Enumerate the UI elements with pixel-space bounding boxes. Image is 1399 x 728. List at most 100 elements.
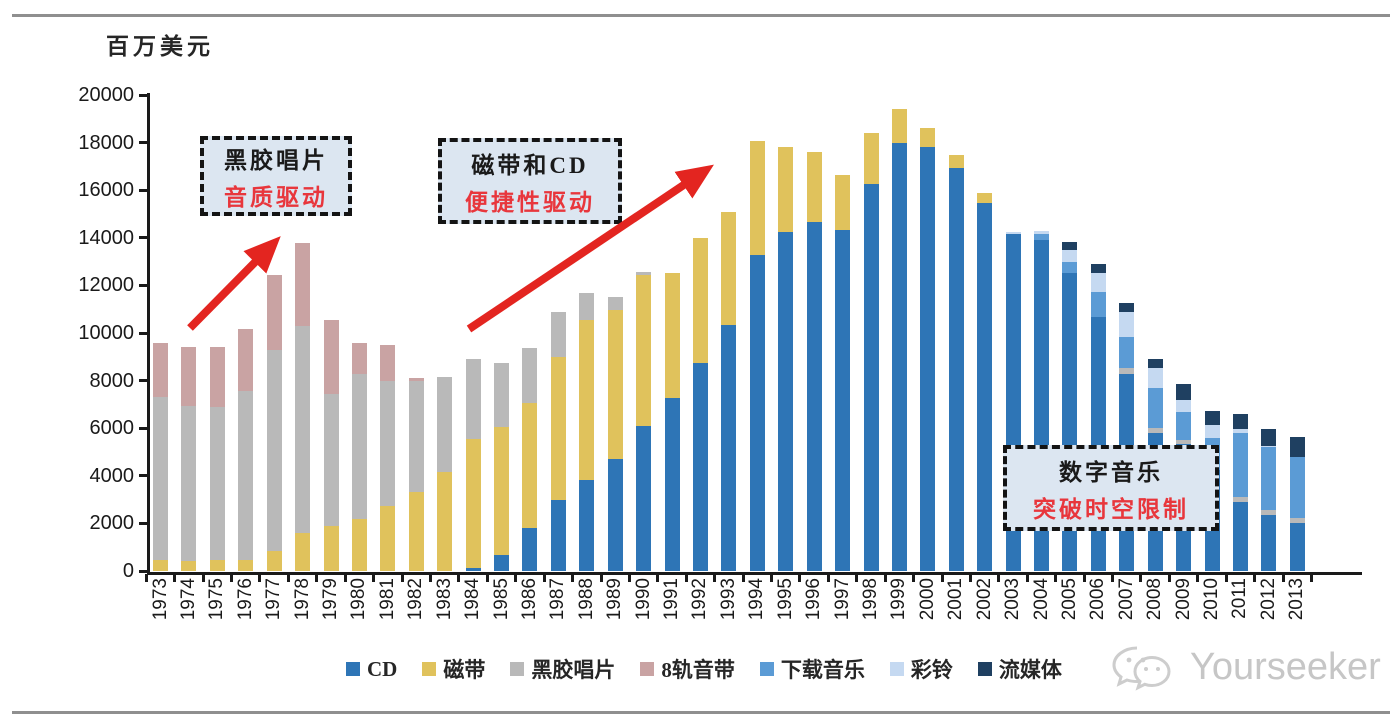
bar-segment-2012 (1261, 510, 1277, 516)
x-axis-tick (713, 574, 717, 582)
x-axis-year-label: 2010 (1201, 578, 1223, 621)
bar-segment-1991 (664, 272, 680, 398)
legend-label: 彩铃 (910, 658, 953, 682)
arrow-vinyl-growth (187, 236, 281, 331)
bar-segment-1997 (835, 230, 851, 571)
x-axis-year-label: 1979 (320, 578, 342, 621)
y-axis-tick (139, 426, 148, 430)
x-axis-tick (1310, 574, 1313, 582)
wechat-icon (1112, 646, 1171, 691)
bar-segment-2013 (1289, 437, 1305, 457)
bar-segment-2007 (1119, 367, 1135, 374)
bar-segment-1994 (749, 255, 765, 571)
x-axis-tick (1082, 574, 1086, 582)
bar-segment-1982 (408, 380, 424, 493)
bar-segment-2012 (1261, 428, 1277, 446)
bar-segment-1974 (181, 405, 197, 561)
bar-segment-1979 (323, 394, 339, 526)
bar-segment-1999 (891, 109, 907, 144)
x-axis-year-label: 1973 (149, 578, 171, 621)
y-axis-tick (139, 188, 148, 192)
bar-segment-1986 (522, 528, 538, 571)
callout-cassette-cd: 磁带和CD 便捷性驱动 (438, 138, 622, 224)
bar-segment-1982 (408, 492, 424, 571)
y-axis-tick (139, 93, 148, 97)
x-axis-tick (1139, 574, 1143, 582)
bar-segment-2012 (1261, 515, 1277, 571)
x-axis-year-label: 1982 (405, 578, 427, 621)
bar-segment-1986 (522, 348, 538, 404)
bar-segment-1992 (692, 362, 708, 571)
x-axis-year-label: 1976 (234, 578, 256, 621)
x-axis-year-label: 2004 (1030, 578, 1052, 621)
bar-segment-2007 (1119, 337, 1135, 368)
x-axis-tick (315, 574, 319, 582)
legend-item: 下载音乐 (759, 654, 865, 684)
x-axis-tick (1054, 574, 1058, 582)
bar-segment-2000 (920, 147, 936, 571)
legend-item: 彩铃 (889, 654, 953, 684)
x-axis-tick (1281, 574, 1285, 582)
legend-label: 下载音乐 (780, 658, 865, 682)
bar-segment-1979 (323, 525, 339, 571)
bar-segment-2002 (977, 193, 993, 204)
legend-swatch (510, 662, 525, 676)
y-axis-tick (139, 331, 148, 335)
x-axis-tick (912, 574, 916, 582)
x-axis-tick (485, 574, 489, 582)
x-axis-year-label: 1987 (547, 578, 569, 621)
y-axis-unit-label: 百万美元 (106, 34, 214, 59)
x-axis-year-label: 2005 (1058, 578, 1080, 621)
bar-segment-2008 (1147, 367, 1163, 388)
x-axis-tick (201, 574, 205, 582)
bar-segment-1987 (550, 312, 566, 358)
bar-segment-2011 (1232, 501, 1248, 571)
x-axis-year-label: 1975 (206, 578, 228, 621)
bar-segment-1994 (749, 141, 765, 256)
x-axis-year-label: 1997 (831, 578, 853, 621)
bar-segment-1975 (209, 560, 225, 571)
y-axis-tick-label: 10000 (78, 322, 134, 344)
bar-segment-1998 (863, 133, 879, 184)
x-axis-year-label: 1990 (632, 578, 654, 621)
bar-segment-2013 (1289, 522, 1305, 571)
x-axis-tick (1025, 574, 1029, 582)
callout-digital: 数字音乐 突破时空限制 (1003, 445, 1219, 531)
bar-segment-2009 (1176, 399, 1192, 412)
bar-segment-1978 (295, 242, 311, 327)
bar-segment-1989 (607, 309, 623, 460)
x-axis-tick (855, 574, 859, 582)
x-axis-year-label: 1996 (803, 578, 825, 621)
callout-digital-title: 数字音乐 (1059, 459, 1163, 485)
x-axis-tick (400, 574, 404, 582)
x-axis-tick (230, 574, 234, 582)
x-axis-tick (1111, 574, 1115, 582)
bar-segment-1993 (721, 325, 737, 571)
bar-segment-1979 (323, 319, 339, 395)
bar-segment-1980 (351, 374, 367, 520)
x-axis-tick (286, 574, 290, 582)
bar-segment-2004 (1034, 234, 1050, 241)
legend-item: CD (346, 657, 397, 682)
x-axis-tick (144, 574, 148, 582)
x-axis-tick (656, 574, 660, 582)
bar-segment-1976 (238, 391, 254, 560)
bar-segment-1985 (494, 555, 510, 571)
bar-segment-1984 (465, 567, 481, 571)
x-axis-year-label: 2001 (945, 578, 967, 621)
callout-cassette-cd-title: 磁带和CD (471, 152, 589, 178)
bottom-divider-rule (12, 711, 1390, 714)
x-axis-tick (343, 574, 347, 582)
bar-segment-1996 (806, 152, 822, 223)
x-axis-year-label: 1980 (348, 578, 370, 621)
y-axis-tick (139, 236, 148, 240)
bar-segment-1988 (579, 320, 595, 481)
bar-segment-1976 (238, 329, 254, 392)
x-axis-tick (372, 574, 376, 582)
x-axis-year-label: 1993 (717, 578, 739, 621)
bar-segment-1985 (494, 362, 510, 427)
x-axis-year-label: 1983 (433, 578, 455, 621)
bar-segment-1990 (636, 272, 652, 275)
bar-segment-1980 (351, 342, 367, 375)
bar-segment-1990 (636, 425, 652, 571)
